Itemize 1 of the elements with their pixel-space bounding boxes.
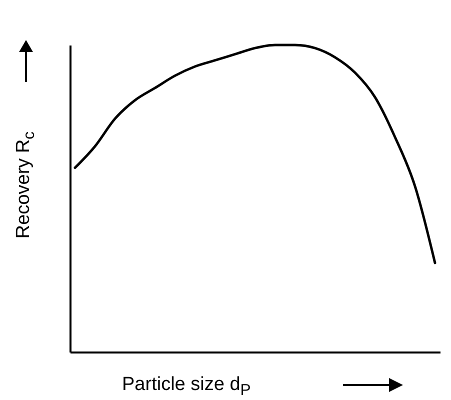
- x-axis-title: Particle size d$_{P}$: [122, 374, 251, 400]
